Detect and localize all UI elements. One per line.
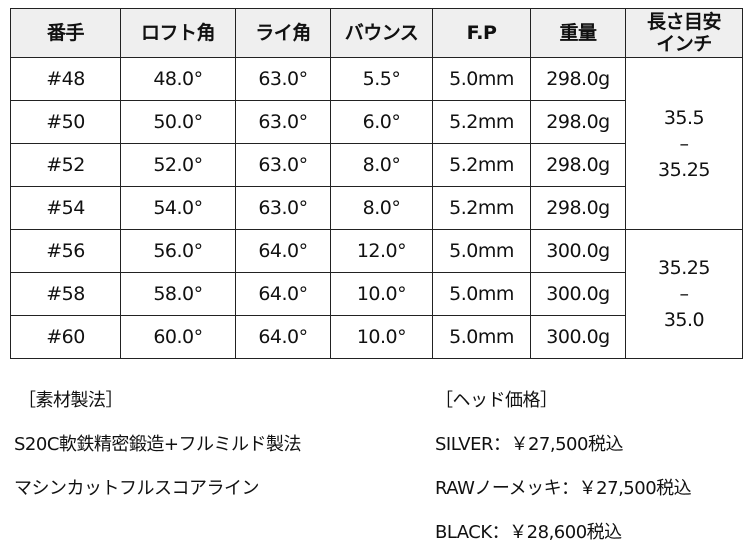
table-cell: 58.0°	[120, 272, 236, 316]
length-bottom: 35.25	[658, 158, 710, 181]
table-cell: 60.0°	[120, 315, 236, 359]
length-top: 35.5	[663, 106, 705, 129]
table-cell: 63.0°	[235, 100, 331, 144]
material-heading: ［素材製法］	[18, 390, 124, 411]
table-row: #52 52.0° 63.0° 8.0° 5.2mm 298.0g	[10, 143, 743, 187]
column-header: ライ角	[235, 8, 331, 58]
column-header: 重量	[530, 8, 626, 58]
material-line: S20C軟鉄精密鍛造+フルミルド製法	[14, 434, 301, 455]
table-cell: 8.0°	[330, 186, 433, 230]
spec-table: 番手 ロフト角 ライ角 バウンス F.P 重量 長さ目安 インチ #48 48.0° 63.0° 5…	[10, 8, 743, 359]
table-cell: 5.5°	[330, 57, 433, 101]
table-cell: 54.0°	[120, 186, 236, 230]
price-heading: ［ヘッド価格］	[435, 390, 558, 411]
price-line: SILVER：￥27,500税込	[435, 434, 623, 455]
length-range-cell: 35.25 – 35.0	[625, 229, 743, 359]
table-row: #54 54.0° 63.0° 8.0° 5.2mm 298.0g	[10, 186, 743, 230]
table-row: #50 50.0° 63.0° 6.0° 5.2mm 298.0g	[10, 100, 743, 144]
table-cell: 12.0°	[330, 229, 433, 273]
table-cell: #58	[10, 272, 121, 316]
table-cell: 6.0°	[330, 100, 433, 144]
price-line: RAWノーメッキ：￥27,500税込	[435, 478, 692, 499]
length-range-cell: 35.5 – 35.25	[625, 57, 743, 230]
table-cell: #60	[10, 315, 121, 359]
column-header: ロフト角	[120, 8, 236, 58]
table-cell: 56.0°	[120, 229, 236, 273]
length-bottom: 35.0	[663, 309, 705, 331]
table-cell: 298.0g	[530, 186, 626, 230]
header-row: 番手 ロフト角 ライ角 バウンス F.P 重量 長さ目安 インチ	[10, 8, 743, 58]
table-cell: 50.0°	[120, 100, 236, 144]
table-cell: 5.2mm	[432, 186, 531, 230]
price-line: BLACK：￥28,600税込	[435, 522, 622, 543]
table-cell: 8.0°	[330, 143, 433, 187]
table-cell: 298.0g	[530, 143, 626, 187]
table-cell: #50	[10, 100, 121, 144]
table-cell: 298.0g	[530, 57, 626, 101]
material-line: マシンカットフルスコアライン	[14, 478, 260, 499]
column-header: 長さ目安 インチ	[625, 8, 743, 58]
table-cell: 64.0°	[235, 315, 331, 359]
table-cell: 63.0°	[235, 186, 331, 230]
column-header: 番手	[10, 8, 121, 58]
table-cell: #48	[10, 57, 121, 101]
table-cell: 63.0°	[235, 57, 331, 101]
table-cell: 5.0mm	[432, 57, 531, 101]
table-cell: 300.0g	[530, 315, 626, 359]
length-top: 35.25	[658, 257, 710, 279]
table-cell: #52	[10, 143, 121, 187]
table-cell: 64.0°	[235, 272, 331, 316]
table-cell: 5.2mm	[432, 143, 531, 187]
table-cell: 5.0mm	[432, 272, 531, 316]
table-row: #48 48.0° 63.0° 5.5° 5.0mm 298.0g 35.5–35.25	[10, 57, 743, 230]
length-dash: –	[679, 283, 690, 305]
table-cell: 10.0°	[330, 272, 433, 316]
column-header: バウンス	[330, 8, 433, 58]
table-cell: 300.0g	[530, 272, 626, 316]
table-cell: 5.0mm	[432, 229, 531, 273]
table-cell: 64.0°	[235, 229, 331, 273]
table-cell: 48.0°	[120, 57, 236, 101]
table-cell: 52.0°	[120, 143, 236, 187]
table-row: #58 58.0° 64.0° 10.0° 5.0mm 300.0g	[10, 272, 743, 316]
table-cell: 300.0g	[530, 229, 626, 273]
table-cell: 5.2mm	[432, 100, 531, 144]
table-row: #60 60.0° 64.0° 10.0° 5.0mm 300.0g	[10, 315, 743, 359]
table-cell: 298.0g	[530, 100, 626, 144]
table-cell: #56	[10, 229, 121, 273]
column-header: F.P	[432, 8, 531, 58]
table-cell: 10.0°	[330, 315, 433, 359]
table-cell: #54	[10, 186, 121, 230]
table-cell: 5.0mm	[432, 315, 531, 359]
table-row: #56 56.0° 64.0° 12.0° 5.0mm 300.0g 35.25–35.0	[10, 229, 743, 359]
table-cell: 63.0°	[235, 143, 331, 187]
length-dash: –	[679, 132, 690, 155]
